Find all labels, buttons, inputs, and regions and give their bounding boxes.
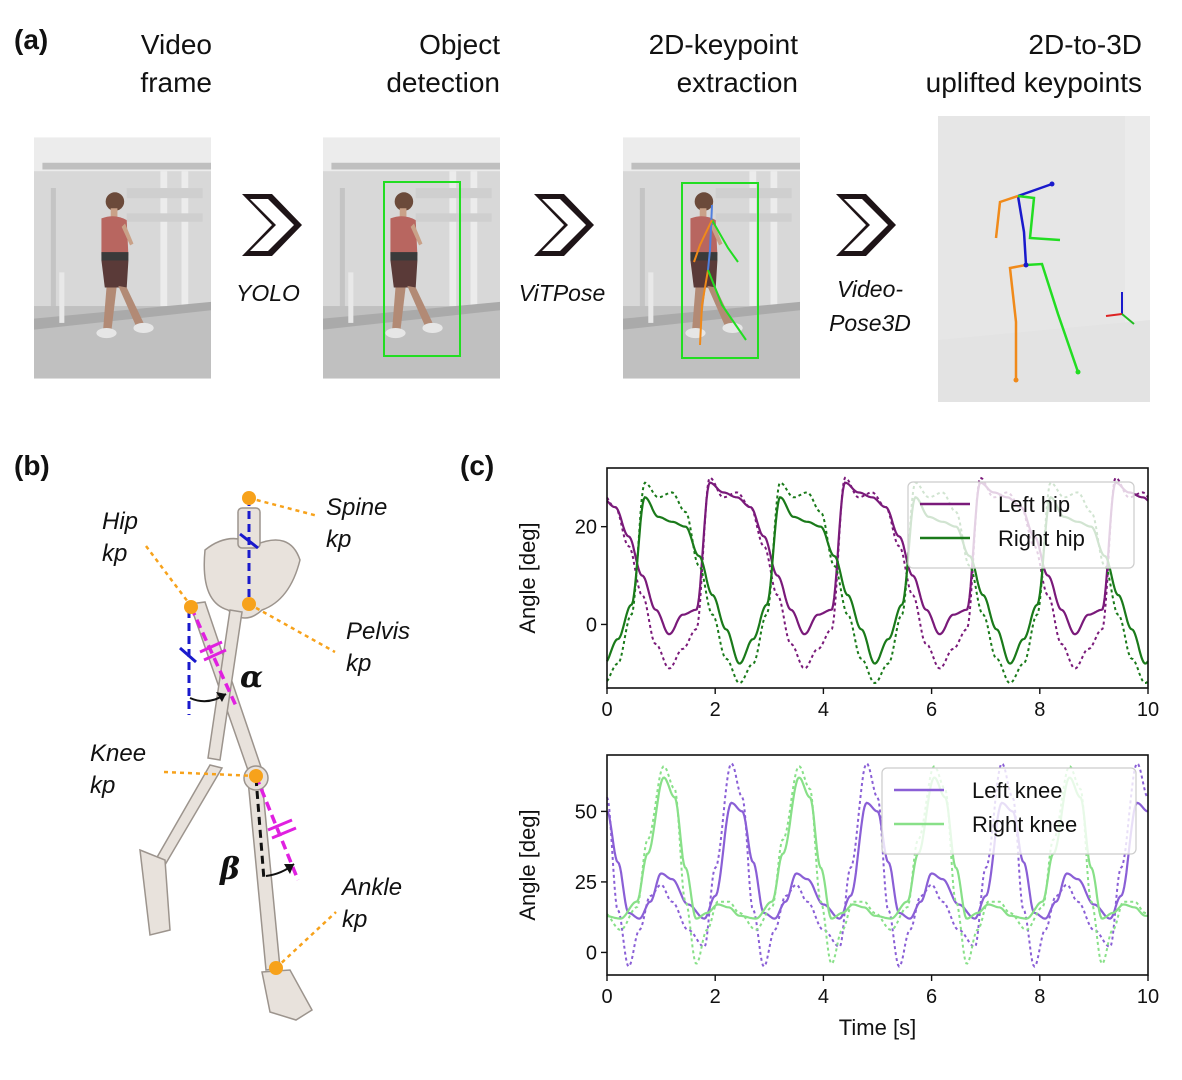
kp-line1: Pelvis [346,618,411,645]
3d-skeleton [994,181,1081,383]
panel-c-label: (c) [460,450,495,481]
step-title-3d-uplift: 2D-to-3D uplifted keypoints [850,26,1142,102]
legend-box [881,767,1137,855]
method-line1: ViTPose [518,280,606,306]
x-axis-label: Time [s] [839,1015,916,1040]
method-line2: Pose3D [829,310,911,336]
step-title-line2: detection [386,67,500,98]
series-line-left-knee [606,801,1149,920]
x-tick-label: 2 [710,699,721,721]
step-title-line1: 2D-to-3D [1028,29,1142,60]
x-tick-label: 4 [818,986,829,1008]
y-tick-label: 0 [586,614,597,636]
pelvis-leader [248,602,336,654]
knee-kp-label: Knee kp [90,738,146,802]
hip-keypoint [184,600,198,614]
method-videopose3d: Video- Pose3D [808,272,932,340]
knee-reference-line [254,777,266,881]
kp-line2: kp [342,906,368,933]
hip-kp-label: Hip kp [102,506,138,570]
legend-label: Right hip [998,526,1085,551]
spine-leader [248,496,319,518]
y-tick-label: 20 [575,517,597,539]
kp-line1: Ankle [342,874,403,901]
back-foot-bone [139,848,171,936]
3d-axes-gizmo [1105,292,1135,325]
ankle-keypoint [269,961,283,975]
bounding-box [383,181,461,357]
2d-skeleton-overlay [693,204,747,346]
thigh-segment-line [189,606,238,707]
panel-a-label: (a) [14,24,49,55]
ankle-kp-label: Ankle kp [342,872,402,936]
step-title-line1: 2D-keypoint [648,29,798,60]
beta-label: β [220,852,240,887]
kp-line1: Hip [102,508,139,535]
legend-label: Right knee [972,812,1077,837]
panel-b-label: (b) [14,450,50,481]
shank-segment-line [254,775,300,881]
method-yolo: YOLO [216,276,320,310]
alpha-label: α [240,660,264,695]
bounding-box-2d [681,182,759,359]
spine-kp-label: Spine kp [326,492,387,556]
step-title-2d-keypoint: 2D-keypoint extraction [570,26,798,102]
pelvis-kp-label: Pelvis kp [346,616,410,680]
legend-label: Left hip [998,492,1070,517]
x-tick-label: 10 [1137,699,1159,721]
step-title-line1: Object [419,29,500,60]
legend-label: Left knee [972,778,1063,803]
y-tick-label: 25 [575,872,597,894]
x-tick-label: 2 [710,986,721,1008]
kp-line1: Knee [90,740,147,767]
kp-line2: kp [102,540,128,567]
step-title-line2: uplifted keypoints [925,67,1142,98]
pelvis-keypoint [242,597,256,611]
y-tick-label: 50 [575,801,597,823]
x-tick-label: 6 [926,699,937,721]
front-foot-bone [261,969,313,1021]
y-axis-label: Angle [deg] [515,809,540,920]
method-line1: Video- [836,276,904,302]
step-title-video-frame: Video frame [60,26,212,102]
series-line-reference-1 [606,762,1149,968]
x-tick-label: 8 [1034,699,1045,721]
x-tick-label: 10 [1137,986,1159,1008]
plot-frame [606,754,1149,976]
kp-line2: kp [346,650,372,677]
x-tick-label: 0 [601,699,612,721]
method-vitpose: ViTPose [500,276,624,310]
knee-keypoint [249,769,263,783]
y-tick-label: 0 [586,942,597,964]
step-title-line1: Video [140,29,212,60]
spine-keypoint [242,491,256,505]
x-tick-label: 6 [926,986,937,1008]
x-tick-label: 8 [1034,986,1045,1008]
series-line-reference-1 [606,476,1149,670]
plot-frame [606,467,1149,689]
step-title-line2: frame [140,67,212,98]
series-line-left-hip [606,481,1149,636]
method-line1: YOLO [236,280,300,306]
step-title-line2: extraction [676,67,798,98]
ankle-leader [275,911,337,969]
kp-line2: kp [90,772,116,799]
kp-line2: kp [326,526,352,553]
x-tick-label: 4 [818,699,829,721]
x-tick-label: 0 [601,986,612,1008]
kp-line1: Spine [326,494,388,521]
y-axis-label: Angle [deg] [515,522,540,633]
step-title-object-detection: Object detection [320,26,500,102]
